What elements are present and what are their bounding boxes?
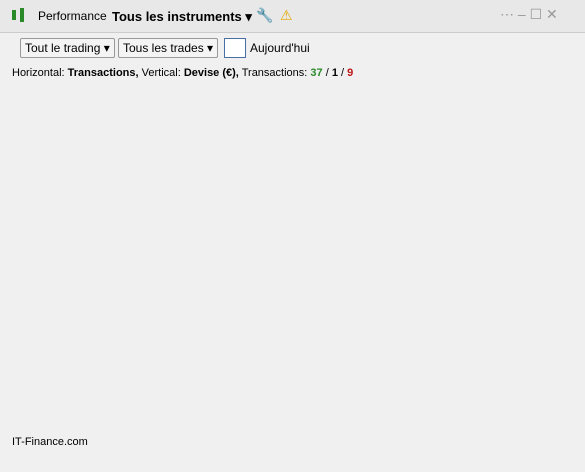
trading-select[interactable]: Tout le trading ▾: [20, 38, 115, 58]
instrument-select[interactable]: Tous les instruments ▾: [112, 9, 252, 24]
window-controls[interactable]: ⋯ ‒ ☐ ✕: [500, 6, 558, 22]
watermark: IT-Finance.com: [12, 436, 88, 448]
tab[interactable]: Performance: [38, 9, 107, 23]
settings-icon[interactable]: 🔧: [256, 7, 274, 23]
calendar-icon[interactable]: [224, 38, 246, 58]
date-label: Aujourd'hui: [250, 41, 310, 55]
warning-icon[interactable]: ⚠: [280, 7, 293, 23]
chart-info: Horizontal: Transactions, Vertical: Devi…: [12, 67, 354, 79]
trades-select[interactable]: Tous les trades ▾: [118, 38, 219, 58]
